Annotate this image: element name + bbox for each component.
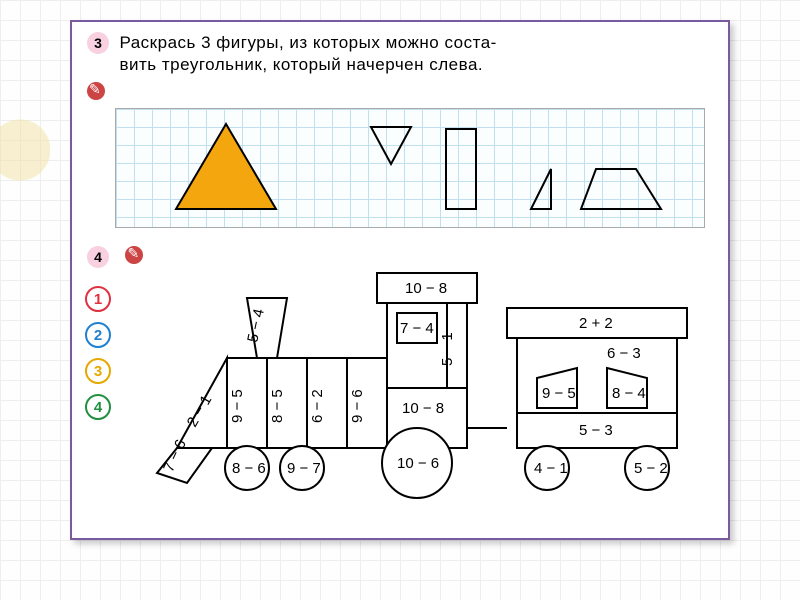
expr-funnel: 5 − 4: [244, 308, 268, 345]
legend-3: 3: [85, 358, 111, 384]
train-drawing: 10 − 8 7 − 4 5 − 1 10 − 8 5 − 4 9 − 5 8 …: [147, 268, 707, 518]
shape-right-triangle: [531, 169, 551, 209]
expr-wheel2: 9 − 7: [287, 460, 321, 477]
expr-boiler4: 9 − 6: [349, 390, 366, 424]
shapes-svg: [116, 109, 706, 229]
legend-4: 4: [85, 394, 111, 420]
expr-wagon-body2: 5 − 3: [579, 422, 613, 439]
expr-wagon-win2: 8 − 4: [612, 385, 646, 402]
expr-cab-right: 5 − 1: [439, 333, 456, 367]
task3-text: Раскрась 3 фигуры, из которых можно сост…: [119, 32, 699, 76]
target-triangle: [176, 124, 276, 209]
shape-tall-rect: [446, 129, 476, 209]
expr-boiler2: 8 − 5: [269, 390, 286, 424]
expr-wheel-big: 10 − 6: [397, 455, 439, 472]
expr-cab-body: 10 − 8: [402, 400, 444, 417]
train-svg: 10 − 8 7 − 4 5 − 1 10 − 8 5 − 4 9 − 5 8 …: [147, 268, 707, 518]
expr-front-tri: 2 − 1: [184, 393, 216, 431]
expr-wheel1: 8 − 6: [232, 460, 266, 477]
expr-boiler1: 9 − 5: [229, 390, 246, 424]
expr-wagon-body1: 6 − 3: [607, 345, 641, 362]
task3-badge: 3: [87, 32, 109, 54]
task3-line2: вить треугольник, который начерчен слева…: [119, 55, 483, 74]
pencil-icon: [125, 246, 143, 264]
shapes-grid: [115, 108, 705, 228]
pencil-icon: [87, 82, 105, 100]
color-legend: 1 2 3 4: [85, 286, 111, 430]
expr-wagon-wheel1: 4 − 1: [534, 460, 568, 477]
expr-wagon-top: 2 + 2: [579, 315, 613, 332]
expr-wagon-wheel2: 5 − 2: [634, 460, 668, 477]
expr-cowcatcher: 7 − 6: [160, 437, 190, 475]
shape-small-triangle: [371, 127, 411, 164]
expr-wagon-win1: 9 − 5: [542, 385, 576, 402]
task4-badge: 4: [87, 246, 109, 268]
task3-line1: Раскрась 3 фигуры, из которых можно сост…: [119, 33, 496, 52]
worksheet-frame: 3 Раскрась 3 фигуры, из которых можно со…: [70, 20, 730, 540]
page-decor: [0, 100, 50, 300]
task-4: 4 1 2 3 4: [87, 246, 713, 518]
legend-2: 2: [85, 322, 111, 348]
legend-1: 1: [85, 286, 111, 312]
expr-cab-roof: 10 − 8: [405, 280, 447, 297]
task-3: 3 Раскрась 3 фигуры, из которых можно со…: [87, 32, 713, 228]
expr-cab-window: 7 − 4: [400, 320, 434, 337]
shape-trapezoid: [581, 169, 661, 209]
expr-boiler3: 6 − 2: [309, 390, 326, 424]
